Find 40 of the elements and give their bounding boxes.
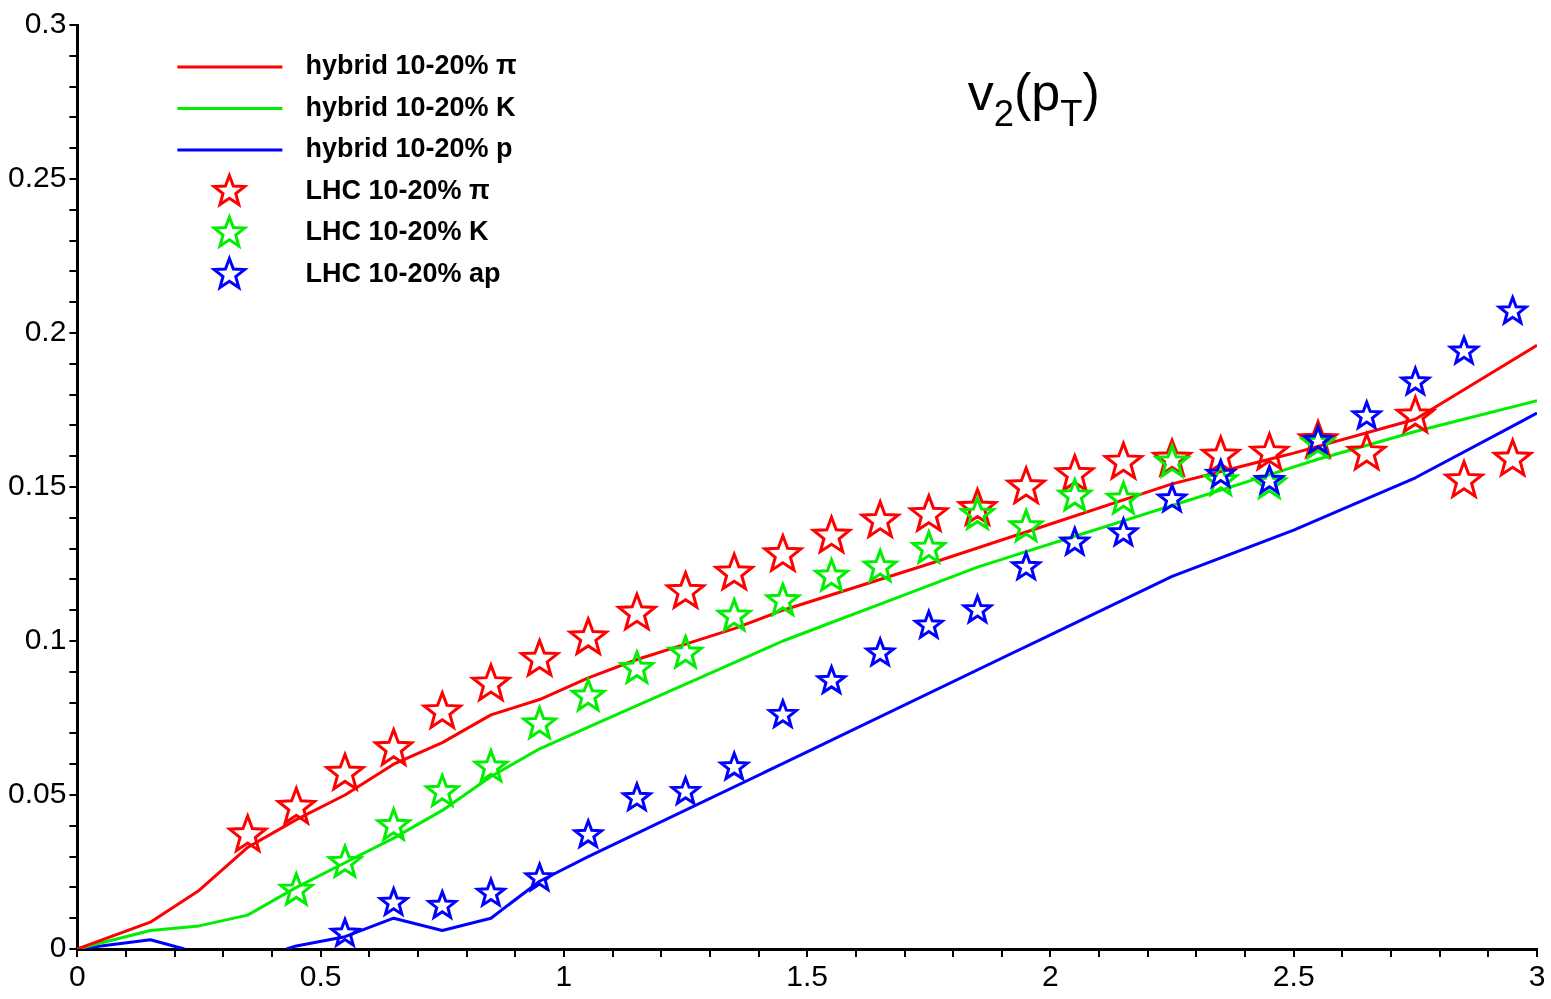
- point: [469, 661, 513, 703]
- x-tick-label: 3: [1528, 959, 1546, 993]
- point: [809, 513, 854, 555]
- x-tick-label: 2: [1042, 959, 1059, 993]
- y-tick-label: 0.1: [24, 622, 67, 656]
- point: [960, 592, 995, 625]
- y-tick-label: 0: [49, 930, 67, 964]
- legend-label: hybrid 10-20% π: [305, 50, 517, 81]
- point: [323, 750, 367, 793]
- x-tick-label: 2.5: [1272, 959, 1315, 993]
- point: [909, 528, 949, 566]
- legend-label: LHC 10-20% π: [305, 174, 490, 205]
- point: [717, 749, 752, 782]
- y-tick-label: 0.15: [8, 468, 67, 502]
- legend-label: hybrid 10-20% K: [305, 91, 516, 122]
- point: [617, 648, 657, 686]
- point: [1398, 364, 1433, 397]
- point: [1495, 293, 1530, 327]
- y-tick-label: 0.25: [8, 160, 67, 194]
- x-tick-label: 1.5: [786, 959, 829, 993]
- point: [668, 774, 703, 807]
- point: [325, 842, 365, 880]
- point: [763, 580, 803, 618]
- y-tick-label: 0.05: [8, 776, 67, 810]
- legend-label: LHC 10-20% ap: [305, 257, 501, 288]
- point: [1106, 515, 1141, 548]
- point: [615, 590, 659, 632]
- point: [814, 663, 849, 696]
- point: [1101, 439, 1146, 482]
- point: [1004, 464, 1048, 506]
- legend-label: hybrid 10-20% p: [305, 133, 513, 164]
- point: [522, 860, 555, 893]
- legend-label: LHC 10-20% K: [305, 216, 489, 247]
- y-tick-label: 0.3: [24, 6, 67, 40]
- point: [1349, 398, 1384, 431]
- y-tick-label: 0.2: [24, 314, 67, 348]
- x-tick-label: 1: [555, 959, 573, 993]
- point: [1057, 524, 1092, 558]
- x-tick-label: 0.5: [299, 959, 342, 993]
- point: [571, 817, 606, 850]
